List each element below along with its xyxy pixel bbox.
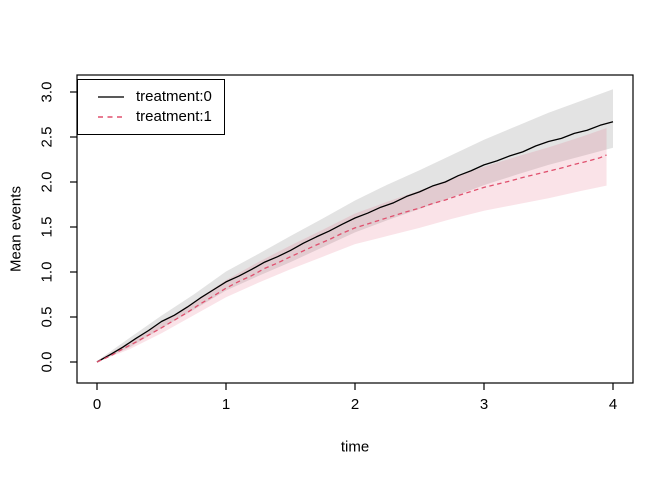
x-tick-label: 2 xyxy=(351,396,359,413)
y-tick-label: 3.0 xyxy=(39,82,56,103)
x-axis-title: time xyxy=(340,438,370,456)
legend-label-treatment-1: treatment:1 xyxy=(136,108,212,125)
x-tick-label: 0 xyxy=(93,396,101,413)
x-tick-label: 4 xyxy=(609,396,617,413)
y-tick-label: 1.5 xyxy=(39,217,56,238)
legend-label-treatment-0: treatment:0 xyxy=(136,88,212,105)
x-tick-label: 3 xyxy=(480,396,488,413)
y-tick-label: 2.5 xyxy=(39,127,56,148)
y-axis-title: Mean events xyxy=(7,186,25,272)
legend-line-solid-icon xyxy=(98,96,124,98)
legend: treatment:0 treatment:1 xyxy=(77,79,225,135)
series-line-1 xyxy=(96,154,607,363)
legend-line-dashed-icon xyxy=(98,116,124,118)
legend-item-treatment-0: treatment:0 xyxy=(78,87,224,107)
series-line-0 xyxy=(96,121,614,363)
y-tick-label: 0.5 xyxy=(39,307,56,328)
y-tick-label: 0.0 xyxy=(39,352,56,373)
y-tick-label: 2.0 xyxy=(39,172,56,193)
legend-item-treatment-1: treatment:1 xyxy=(78,107,224,127)
x-tick-label: 1 xyxy=(222,396,230,413)
confidence-band-1 xyxy=(97,128,607,362)
confidence-band-0 xyxy=(97,89,613,363)
y-tick-label: 1.0 xyxy=(39,262,56,283)
